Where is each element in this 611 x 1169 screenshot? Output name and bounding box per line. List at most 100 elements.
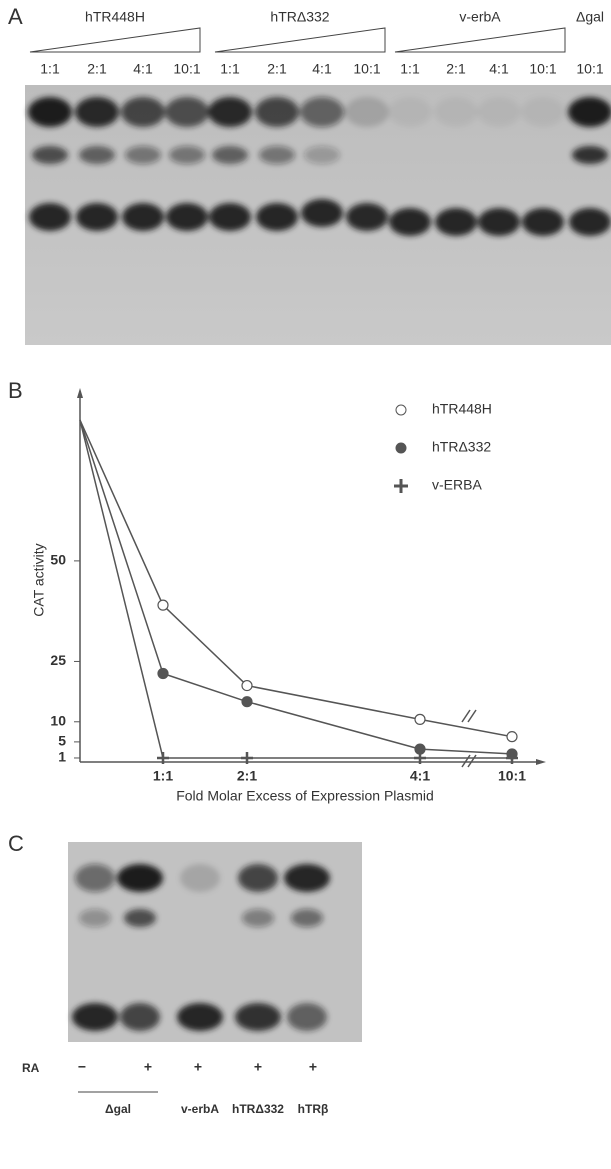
lane-label: 10:1 — [529, 61, 556, 77]
x-axis-label: Fold Molar Excess of Expression Plasmid — [176, 788, 434, 804]
y-axis-label: CAT activity — [31, 543, 47, 616]
band — [79, 909, 111, 927]
lane-label: 1:1 — [400, 61, 420, 77]
wedge — [214, 27, 386, 53]
y-tick-label: 50 — [50, 552, 66, 568]
band — [122, 203, 164, 231]
x-tick-label: 4:1 — [410, 768, 430, 784]
legend-marker — [394, 479, 408, 493]
band — [435, 208, 477, 236]
marker — [157, 599, 169, 611]
plot: 15 10 25 50 1:1 2:1 4:1 10:1 hTR448H hTRΔ332 v-ERB… — [50, 401, 526, 784]
marker — [241, 696, 253, 708]
lane-label: hTRβ — [298, 1102, 329, 1116]
lane-label: 4:1 — [489, 61, 509, 77]
panel-label: A — [8, 4, 23, 29]
arrow — [536, 759, 546, 765]
marker — [506, 731, 518, 743]
wedge — [394, 27, 566, 53]
band — [522, 208, 564, 236]
group-label: hTR448H — [85, 9, 145, 25]
line — [79, 419, 513, 738]
x-tick-label: 10:1 — [498, 768, 526, 784]
sign: + — [309, 1059, 317, 1075]
band — [120, 1003, 160, 1031]
legend-label: v-ERBA — [432, 477, 482, 493]
band — [212, 146, 248, 164]
band — [572, 146, 608, 164]
marker — [506, 751, 518, 764]
band — [521, 97, 565, 127]
band — [345, 97, 389, 127]
band — [255, 97, 299, 127]
band — [259, 146, 295, 164]
band — [76, 203, 118, 231]
sign: − — [78, 1059, 86, 1075]
y-tick-label: 10 — [50, 712, 66, 728]
bands — [72, 864, 330, 1031]
band — [117, 864, 163, 892]
bands — [28, 97, 611, 236]
band — [180, 864, 220, 892]
band — [72, 1003, 118, 1031]
band — [568, 97, 611, 127]
sign: + — [144, 1059, 152, 1075]
band — [208, 97, 252, 127]
band — [256, 203, 298, 231]
panel-label: C — [8, 831, 24, 856]
lane-label: Δgal — [105, 1102, 131, 1116]
band — [477, 97, 521, 127]
group-label: v-erbA — [459, 9, 501, 25]
x-tick-label: 2:1 — [237, 768, 257, 784]
legend-label: hTRΔ332 — [432, 439, 491, 455]
line — [79, 419, 512, 759]
lane-label: 10:1 — [576, 61, 603, 77]
band — [124, 909, 156, 927]
band — [29, 203, 71, 231]
axis-break — [461, 709, 477, 768]
band — [79, 146, 115, 164]
band — [235, 1003, 281, 1031]
band — [346, 203, 388, 231]
band — [242, 909, 274, 927]
marker — [414, 713, 426, 725]
band — [291, 909, 323, 927]
band — [478, 208, 520, 236]
legend-marker — [395, 442, 407, 454]
legend-label: hTR448H — [432, 401, 492, 417]
band — [434, 97, 478, 127]
lane-label: 2:1 — [267, 61, 287, 77]
band — [121, 97, 165, 127]
y-tick-label: 25 — [50, 652, 66, 668]
legend-marker — [395, 404, 407, 416]
marker — [157, 751, 169, 764]
arrow — [77, 388, 83, 398]
panel-label: B — [8, 378, 23, 403]
band — [388, 97, 432, 127]
lane-label: 2:1 — [446, 61, 466, 77]
band — [32, 146, 68, 164]
band — [75, 97, 119, 127]
band — [389, 208, 431, 236]
sign: + — [194, 1059, 202, 1075]
group-label: hTRΔ332 — [270, 9, 329, 25]
wedge — [29, 27, 201, 53]
band — [304, 146, 340, 164]
lane-label: 10:1 — [353, 61, 380, 77]
marker — [241, 679, 253, 692]
y-tick-label: 5 — [58, 733, 66, 749]
band — [209, 203, 251, 231]
lane-label: hTRΔ332 — [232, 1102, 284, 1116]
band — [28, 97, 72, 127]
x-tick-label: 1:1 — [153, 768, 173, 784]
band — [169, 146, 205, 164]
marker — [157, 667, 169, 680]
lane-label: 2:1 — [87, 61, 107, 77]
band — [165, 97, 209, 127]
row-label: RA — [22, 1061, 40, 1075]
band — [301, 199, 343, 227]
band — [238, 864, 278, 892]
labels: − + + + + Δgal v-erbA hTRΔ332 hTRβ — [78, 1059, 328, 1116]
band — [125, 146, 161, 164]
